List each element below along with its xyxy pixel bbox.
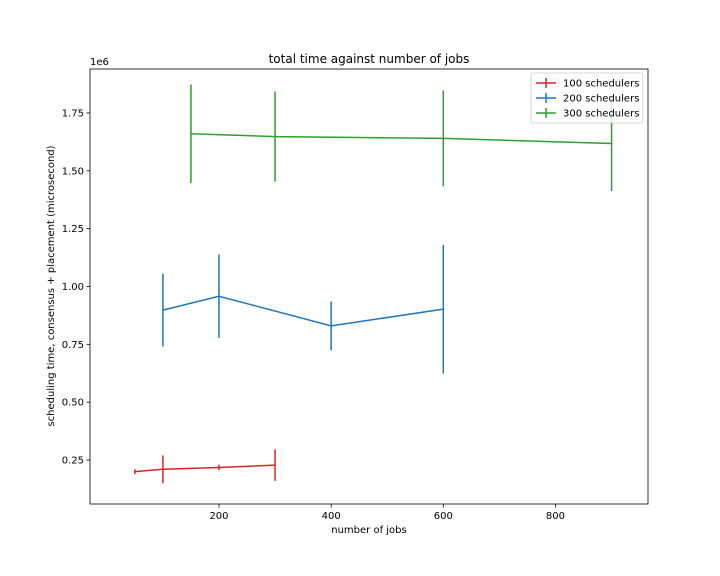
x-axis: 200 400 600 800 bbox=[209, 504, 565, 522]
legend: 100 schedulers 200 schedulers 300 schedule… bbox=[530, 72, 644, 124]
plot-area bbox=[90, 69, 648, 504]
y-axis-label: scheduling time, consensus + placement (… bbox=[46, 145, 57, 426]
series-200-schedulers bbox=[162, 244, 445, 374]
legend-label: 200 schedulers bbox=[563, 94, 639, 105]
series-line bbox=[190, 133, 612, 145]
y-tick-label: 1.50 bbox=[62, 166, 84, 177]
chart-title: total time against number of jobs bbox=[269, 52, 470, 66]
legend-box bbox=[530, 72, 644, 124]
series-line bbox=[162, 295, 444, 327]
y-tick-label: 0.25 bbox=[62, 456, 84, 467]
y-axis: 0.25 0.50 0.75 1.00 1.25 1.50 1.75 bbox=[62, 108, 90, 467]
x-tick-label: 800 bbox=[546, 511, 565, 522]
y-tick-label: 0.75 bbox=[62, 340, 84, 351]
x-tick-label: 200 bbox=[209, 511, 228, 522]
y-tick-label: 1.75 bbox=[62, 108, 84, 119]
y-tick-label: 0.50 bbox=[62, 398, 84, 409]
x-tick-label: 600 bbox=[434, 511, 453, 522]
x-axis-label: number of jobs bbox=[331, 525, 406, 536]
legend-label: 100 schedulers bbox=[563, 79, 639, 90]
y-offset-label: 1e6 bbox=[90, 57, 109, 68]
series-layer bbox=[134, 84, 613, 484]
series-line bbox=[134, 464, 276, 473]
plot-frame bbox=[89, 68, 649, 505]
series-100-schedulers bbox=[134, 449, 276, 484]
series-300-schedulers bbox=[190, 84, 613, 191]
x-tick-label: 400 bbox=[322, 511, 341, 522]
y-tick-label: 1.00 bbox=[62, 282, 84, 293]
legend-label: 300 schedulers bbox=[563, 109, 639, 120]
y-tick-label: 1.25 bbox=[62, 224, 84, 235]
